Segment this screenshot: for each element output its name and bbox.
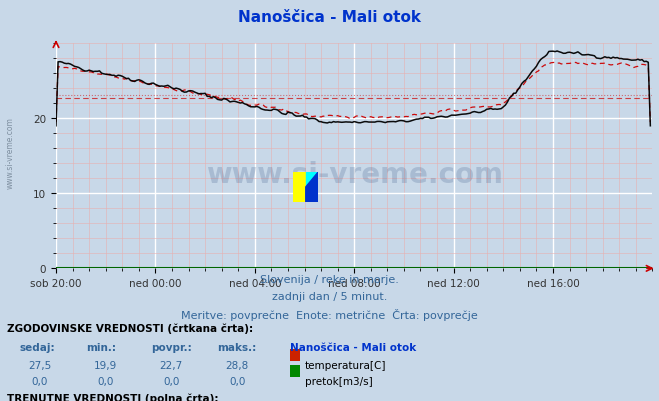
Text: zadnji dan / 5 minut.: zadnji dan / 5 minut. bbox=[272, 292, 387, 302]
Text: ZGODOVINSKE VREDNOSTI (črtkana črta):: ZGODOVINSKE VREDNOSTI (črtkana črta): bbox=[7, 323, 252, 333]
Text: 22,7: 22,7 bbox=[159, 360, 183, 370]
Text: 19,9: 19,9 bbox=[94, 360, 117, 370]
Text: 28,8: 28,8 bbox=[225, 360, 249, 370]
Text: temperatura[C]: temperatura[C] bbox=[305, 360, 387, 370]
Text: Meritve: povprečne  Enote: metrične  Črta: povprečje: Meritve: povprečne Enote: metrične Črta:… bbox=[181, 308, 478, 320]
Text: www.si-vreme.com: www.si-vreme.com bbox=[206, 160, 503, 188]
Text: 0,0: 0,0 bbox=[32, 376, 47, 386]
Text: min.:: min.: bbox=[86, 342, 116, 352]
Polygon shape bbox=[293, 172, 306, 203]
Text: Nanoščica - Mali otok: Nanoščica - Mali otok bbox=[290, 342, 416, 352]
Text: 0,0: 0,0 bbox=[163, 376, 179, 386]
Text: sedaj:: sedaj: bbox=[20, 342, 55, 352]
Text: www.si-vreme.com: www.si-vreme.com bbox=[5, 117, 14, 188]
Text: Slovenija / reke in morje.: Slovenija / reke in morje. bbox=[260, 275, 399, 285]
Text: 27,5: 27,5 bbox=[28, 360, 51, 370]
Text: pretok[m3/s]: pretok[m3/s] bbox=[305, 376, 373, 386]
Text: povpr.:: povpr.: bbox=[152, 342, 192, 352]
Polygon shape bbox=[306, 172, 318, 188]
Text: 0,0: 0,0 bbox=[229, 376, 245, 386]
Text: maks.:: maks.: bbox=[217, 342, 257, 352]
Text: TRENUTNE VREDNOSTI (polna črta):: TRENUTNE VREDNOSTI (polna črta): bbox=[7, 393, 218, 401]
Text: Nanoščica - Mali otok: Nanoščica - Mali otok bbox=[238, 10, 421, 25]
Text: 0,0: 0,0 bbox=[98, 376, 113, 386]
Polygon shape bbox=[306, 172, 318, 203]
